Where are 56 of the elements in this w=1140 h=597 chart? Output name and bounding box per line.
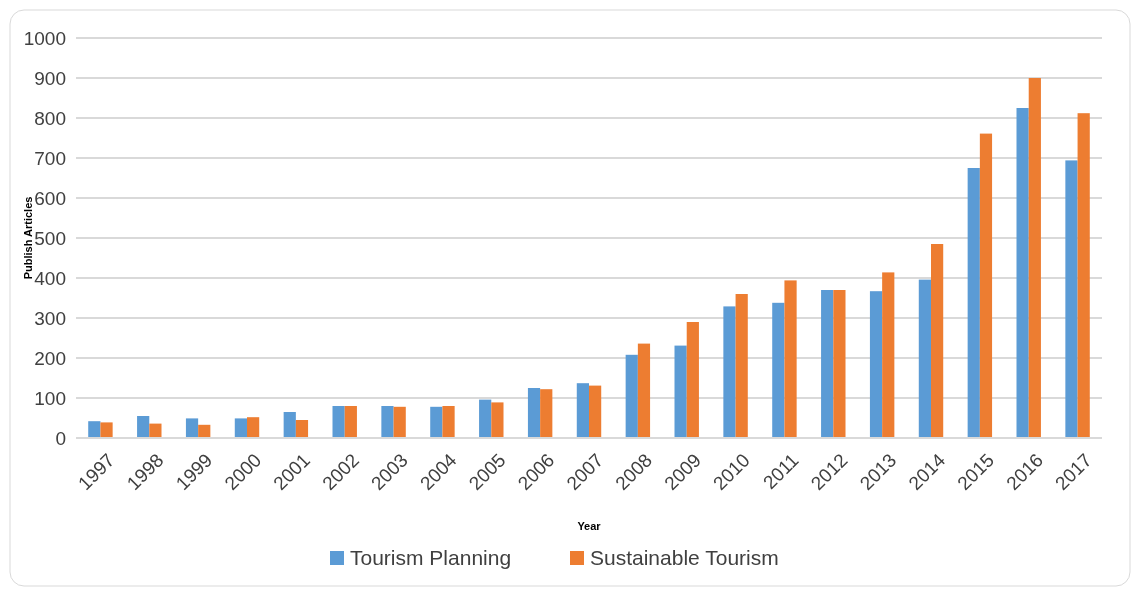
bar: [772, 302, 785, 438]
bar: [332, 406, 345, 438]
bar: [625, 354, 638, 438]
bar: [918, 279, 931, 438]
bar: [479, 399, 492, 438]
bar: [540, 389, 553, 438]
bar: [149, 423, 162, 438]
bar: [979, 133, 993, 438]
y-tick-label: 900: [34, 67, 66, 89]
bar: [1077, 113, 1090, 438]
y-tick-label: 700: [34, 147, 66, 169]
y-tick-label: 100: [34, 387, 66, 409]
bar: [137, 416, 150, 438]
bar: [931, 244, 944, 438]
bar: [967, 168, 980, 438]
y-tick-label: 800: [34, 107, 66, 129]
bar: [869, 291, 883, 438]
y-tick-label: 400: [34, 267, 66, 289]
y-tick-label: 200: [34, 347, 66, 369]
y-tick-label: 300: [34, 307, 66, 329]
y-tick-label: 0: [55, 427, 66, 449]
bar: [234, 418, 247, 438]
bar: [88, 421, 101, 438]
bar: [1065, 160, 1078, 438]
bar: [821, 290, 834, 438]
bar: [100, 422, 113, 438]
bar: [185, 418, 199, 438]
bar: [491, 402, 504, 438]
bar: [527, 388, 541, 438]
bar: [882, 272, 895, 438]
y-tick-label: 500: [34, 227, 66, 249]
bar: [686, 322, 699, 438]
legend-label: Tourism Planning: [350, 546, 512, 570]
bar: [674, 345, 687, 438]
bar: [344, 406, 357, 438]
bar: [637, 343, 651, 438]
legend-label: Sustainable Tourism: [590, 546, 779, 570]
bar: [393, 406, 406, 438]
bar: [247, 417, 260, 438]
bar: [295, 420, 309, 438]
x-axis-title: Year: [577, 520, 602, 532]
bar: [442, 406, 455, 438]
y-tick-label: 600: [34, 187, 66, 209]
bar: [576, 383, 589, 438]
y-axis-title: Publish Articles: [22, 196, 34, 280]
bar: [784, 280, 797, 438]
bar: [833, 290, 846, 438]
bar: [735, 294, 748, 438]
bar: [1016, 108, 1029, 438]
bar: [381, 406, 394, 438]
bar: [723, 306, 736, 438]
bar: [589, 385, 602, 438]
bar: [1028, 78, 1041, 438]
y-tick-label: 1000: [23, 27, 66, 49]
bar: [283, 412, 296, 438]
bar: [430, 406, 443, 438]
